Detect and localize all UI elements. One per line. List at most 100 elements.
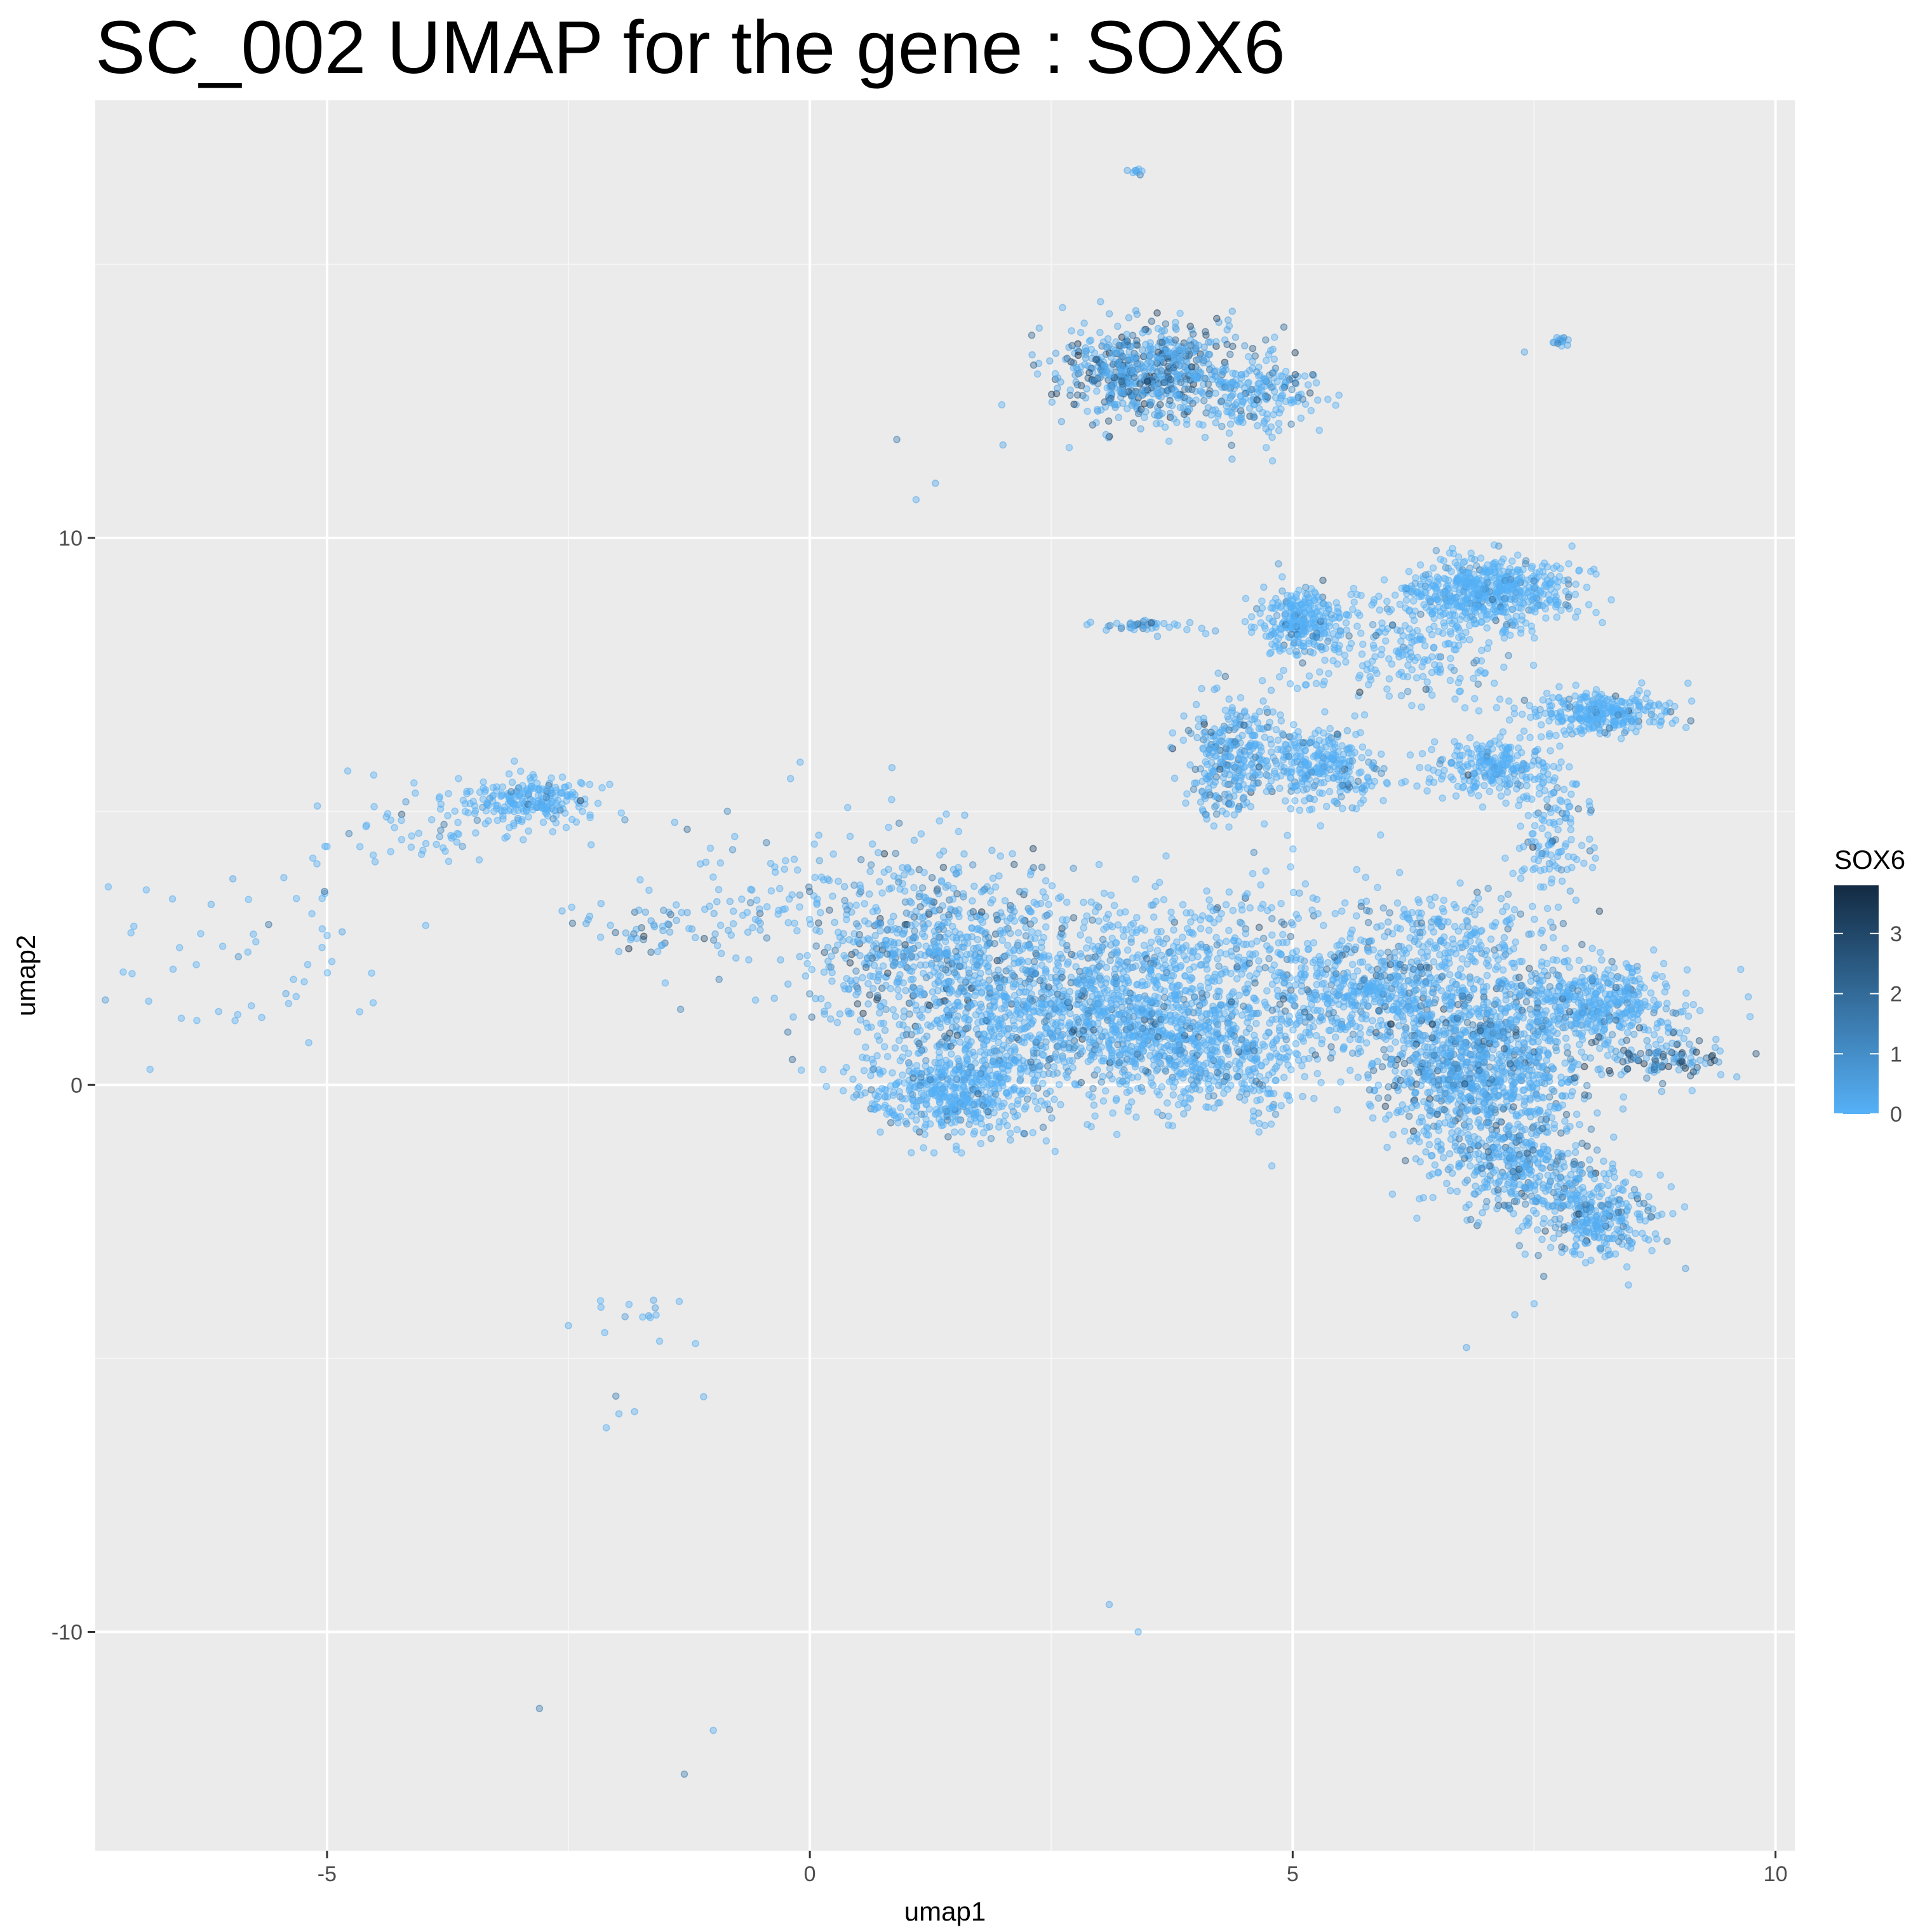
cell-point — [1221, 393, 1229, 401]
cell-point — [1228, 455, 1236, 463]
cell-point — [996, 909, 1005, 917]
cell-point — [1398, 584, 1405, 593]
cell-point — [1543, 689, 1551, 697]
cell-point — [1107, 370, 1115, 379]
cell-point — [1446, 627, 1454, 636]
cell-point — [1165, 437, 1173, 445]
cell-point — [1316, 668, 1324, 676]
cell-point — [913, 1103, 921, 1110]
cell-point — [852, 901, 860, 909]
cell-point — [974, 936, 982, 944]
cell-point — [857, 855, 865, 864]
cell-point — [1486, 788, 1494, 795]
cell-point — [836, 1010, 844, 1018]
cell-point — [840, 951, 848, 960]
cell-point — [885, 866, 892, 873]
cell-point — [920, 1144, 927, 1152]
cell-point — [1546, 747, 1554, 755]
cell-point — [1143, 378, 1151, 386]
cell-point — [1461, 584, 1469, 593]
cell-point — [1477, 554, 1485, 562]
cell-point — [1359, 796, 1367, 804]
cell-point — [1432, 547, 1440, 554]
cell-point — [1019, 1087, 1027, 1094]
cell-point — [744, 929, 752, 936]
cell-point — [1500, 634, 1508, 642]
cell-point — [1083, 407, 1091, 415]
cell-point — [1247, 784, 1255, 792]
cell-point — [860, 936, 868, 944]
cell-point — [621, 816, 629, 824]
cell-point — [466, 800, 474, 808]
cell-point — [345, 829, 353, 838]
cell-point — [1357, 728, 1364, 737]
cell-point — [902, 1120, 911, 1128]
cell-point — [1595, 692, 1604, 701]
cell-point — [1418, 703, 1425, 711]
cell-point — [218, 943, 227, 950]
cell-point — [1416, 763, 1424, 772]
cell-point — [843, 906, 851, 914]
cell-point — [521, 788, 529, 796]
cell-point — [1214, 410, 1222, 418]
cell-point — [1588, 864, 1597, 871]
cell-point — [244, 948, 252, 956]
cell-point — [1299, 623, 1307, 631]
cell-point — [1309, 649, 1317, 657]
cell-point — [1048, 391, 1056, 398]
cell-point — [1510, 582, 1519, 589]
cell-point — [839, 1087, 847, 1095]
cell-point — [1446, 676, 1454, 685]
cell-point — [1291, 758, 1299, 767]
cell-point — [1347, 640, 1355, 648]
cell-point — [562, 824, 570, 831]
cell-point — [1073, 391, 1082, 399]
cell-point — [1442, 564, 1450, 572]
cell-point — [1565, 695, 1573, 703]
cell-point — [1285, 615, 1293, 623]
cell-point — [1231, 742, 1238, 749]
cell-point — [1439, 794, 1446, 802]
cell-point — [908, 1149, 915, 1157]
cell-point — [1131, 391, 1139, 398]
cell-point — [1539, 780, 1546, 788]
cell-point — [1542, 614, 1550, 622]
cell-point — [1268, 384, 1275, 391]
cell-point — [1463, 577, 1472, 585]
cell-point — [782, 857, 789, 864]
cell-point — [1421, 571, 1430, 579]
cell-point — [1154, 325, 1162, 333]
cell-point — [1124, 166, 1131, 175]
cell-point — [387, 848, 394, 855]
cell-point — [1057, 378, 1064, 386]
cell-point — [1489, 614, 1498, 622]
cell-point — [930, 968, 938, 976]
cell-point — [996, 930, 1004, 937]
cell-point — [805, 887, 814, 896]
cell-point — [739, 911, 747, 919]
cell-point — [667, 911, 674, 918]
cell-point — [1515, 802, 1522, 810]
cell-point — [954, 1055, 962, 1063]
cell-point — [1280, 666, 1287, 674]
cell-point — [1202, 328, 1209, 336]
cell-point — [1517, 604, 1525, 612]
cell-point — [850, 1093, 858, 1101]
cell-point — [991, 883, 1000, 891]
cell-point — [1190, 786, 1198, 793]
cell-point — [884, 925, 892, 933]
cell-point — [1280, 323, 1288, 331]
cell-point — [803, 951, 811, 960]
cell-point — [1413, 782, 1421, 790]
cell-point — [1313, 633, 1320, 641]
cell-point — [907, 911, 915, 918]
cell-point — [1234, 768, 1242, 777]
cell-point — [1247, 803, 1255, 810]
cell-point — [1183, 790, 1191, 798]
cell-point — [459, 842, 466, 850]
cell-point — [1455, 688, 1463, 695]
cell-point — [1509, 617, 1517, 625]
cell-point — [1186, 619, 1194, 627]
cell-point — [1401, 777, 1409, 786]
cell-point — [1097, 298, 1104, 305]
